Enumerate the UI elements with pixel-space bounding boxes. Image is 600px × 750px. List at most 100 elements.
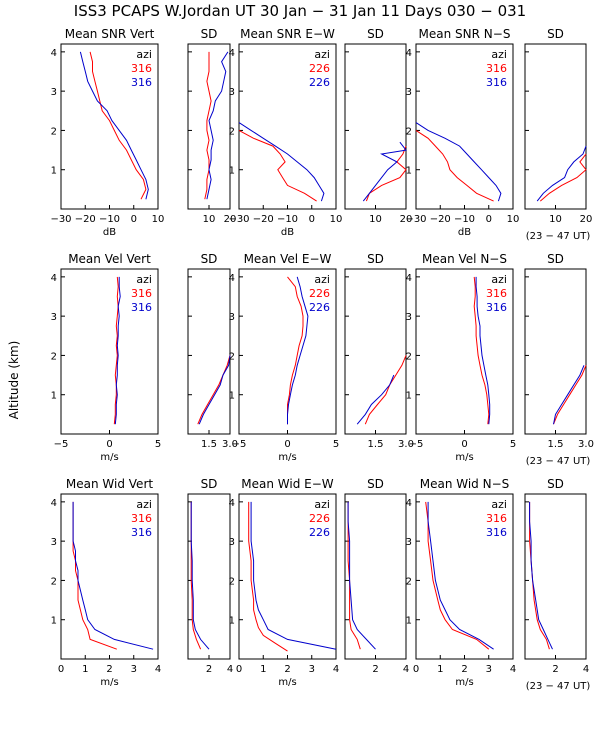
panel-title: Mean Vel E−W <box>244 252 332 266</box>
x-axis-label: m/s <box>100 452 118 463</box>
x-tick-label: 10 <box>369 214 382 225</box>
legend-entry: 226 <box>309 76 330 89</box>
y-tick-label: 4 <box>229 273 235 284</box>
y-tick-label: 4 <box>51 273 57 284</box>
x-tick-label: 1 <box>437 664 443 675</box>
panel-title: Mean SNR E−W <box>240 27 335 41</box>
y-tick-label: 2 <box>229 351 235 362</box>
y-tick-label: 4 <box>229 498 235 509</box>
series-line-red <box>89 51 147 200</box>
legend-entry: 316 <box>486 62 507 75</box>
legend-header: azi <box>136 273 152 286</box>
y-tick-label: 2 <box>229 576 235 587</box>
legend-entry: 226 <box>309 287 330 300</box>
y-tick-label: 4 <box>406 48 412 59</box>
x-tick-label: 3 <box>131 664 137 675</box>
panel-title: Mean SNR Vert <box>65 27 155 41</box>
panel-2-5: SD 2 4 <box>524 477 589 675</box>
x-tick-label: 0 <box>236 664 242 675</box>
series-line-red <box>347 501 361 650</box>
x-tick-label: 10 <box>507 214 520 225</box>
series-line-blue <box>356 374 395 425</box>
series-line-blue <box>536 145 587 202</box>
y-tick-label: 3 <box>229 87 235 98</box>
x-tick-label: 5 <box>510 439 516 450</box>
series-line-red <box>287 276 304 425</box>
x-tick-label: 20 <box>400 214 413 225</box>
x-tick-label: 4 <box>227 664 233 675</box>
x-tick-label: 0 <box>413 664 419 675</box>
series-line-red <box>248 501 288 652</box>
y-tick-label: 3 <box>51 312 57 323</box>
x-tick-label: −30 <box>50 214 71 225</box>
y-tick-label: 2 <box>51 126 57 137</box>
y-tick-label: 4 <box>51 498 57 509</box>
x-axis-label: dB <box>281 227 294 238</box>
x-tick-label: 1 <box>260 664 266 675</box>
series-line-red <box>72 501 117 650</box>
x-tick-label: 0 <box>309 214 315 225</box>
legend-entry: 316 <box>486 301 507 314</box>
series-line-red <box>364 355 407 425</box>
x-tick-label: 10 <box>330 214 343 225</box>
x-tick-label: 4 <box>155 664 161 675</box>
series-line-red <box>365 145 407 202</box>
x-tick-label: 1.5 <box>201 439 217 450</box>
y-tick-label: 1 <box>51 616 57 627</box>
panel-title: SD <box>367 27 384 41</box>
legend-header: azi <box>491 498 507 511</box>
y-tick-label: 3 <box>229 312 235 323</box>
series-line-blue <box>427 501 494 650</box>
x-tick-label: −5 <box>232 439 247 450</box>
panel-title: SD <box>201 27 218 41</box>
x-tick-label: −10 <box>99 214 120 225</box>
series-line-blue <box>529 501 553 650</box>
y-tick-label: 1 <box>406 166 412 177</box>
x-axis-label: m/s <box>278 452 296 463</box>
panel-frame <box>524 493 587 660</box>
y-tick-label: 1 <box>229 616 235 627</box>
y-tick-label: 3 <box>51 537 57 548</box>
x-tick-label: 3.0 <box>222 439 238 450</box>
y-tick-label: 1 <box>229 166 235 177</box>
legend-entry: 316 <box>486 287 507 300</box>
time-note: (23 − 47 UT) <box>526 456 591 467</box>
x-tick-label: 1.5 <box>368 439 384 450</box>
y-tick-label: 3 <box>406 312 412 323</box>
legend-entry: 316 <box>486 76 507 89</box>
x-axis-label: dB <box>103 227 116 238</box>
x-tick-label: 0 <box>284 439 290 450</box>
legend-header: azi <box>314 498 330 511</box>
x-tick-label: −5 <box>409 439 424 450</box>
x-tick-label: 2 <box>372 664 378 675</box>
series-line-red <box>204 51 212 200</box>
panel-title: SD <box>547 27 564 41</box>
y-tick-label: 2 <box>406 351 412 362</box>
panel-2-1: SD 2 4 <box>187 477 233 675</box>
x-axis-label: m/s <box>455 452 473 463</box>
panel-1-1: SD 1.5 3.0 <box>187 252 238 450</box>
panel-title: SD <box>367 252 384 266</box>
x-tick-label: 0 <box>461 439 467 450</box>
series-line-blue <box>553 365 585 425</box>
panel-0-3: SD 10 20 <box>344 27 413 225</box>
legend-entry: 226 <box>309 301 330 314</box>
x-tick-label: −10 <box>454 214 475 225</box>
panel-frame <box>524 43 587 210</box>
x-tick-label: 3 <box>486 664 492 675</box>
x-tick-label: −30 <box>405 214 426 225</box>
x-tick-label: 4 <box>403 664 409 675</box>
panel-0-5: SD 10 20 <box>524 27 592 225</box>
panel-1-3: SD 1.5 3.0 <box>344 252 414 450</box>
series-line-blue <box>475 276 491 425</box>
time-note: (23 − 47 UT) <box>526 681 591 692</box>
legend-entry: 316 <box>131 301 152 314</box>
panel-0-1: SD 10 20 <box>187 27 236 225</box>
legend-header: azi <box>314 48 330 61</box>
panel-title: Mean SNR N−S <box>419 27 511 41</box>
